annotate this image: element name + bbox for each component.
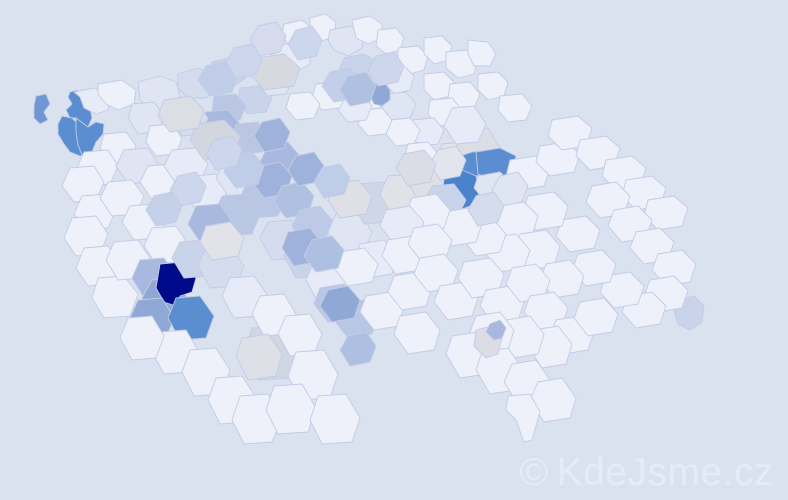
map-region[interactable]: east-blue-2 — [468, 192, 504, 226]
map-region[interactable]: usti-orlici — [498, 94, 532, 122]
map-region[interactable]: jh-e — [310, 394, 360, 444]
map-region[interactable]: mid-gray-2 — [200, 222, 244, 260]
map-region[interactable]: blue-spot-14 — [170, 172, 206, 206]
map-region[interactable]: rakovnik — [286, 92, 320, 120]
map-region[interactable]: mid-gray-3 — [236, 334, 282, 380]
map-region[interactable]: sumava-s — [120, 316, 164, 360]
regions-layer[interactable]: aschebsokolovkarlovy-vary-wkv-skv-nchomu… — [34, 14, 704, 444]
map-region[interactable]: north-gray-3 — [158, 96, 204, 132]
map-region[interactable]: blue-spot-11 — [206, 136, 242, 170]
map-region[interactable]: prerov — [556, 216, 600, 252]
map-region[interactable]: top-blue-5 — [288, 26, 322, 60]
map-region[interactable]: znojmo-s — [394, 312, 440, 354]
map-region[interactable]: highlight-isolate-1 — [486, 320, 506, 340]
map-region[interactable]: sokolov — [76, 118, 104, 155]
map-region[interactable]: blue-spot-13 — [314, 164, 350, 198]
map-region[interactable]: east-blue-1 — [492, 172, 528, 206]
watermark: © KdeJsme.cz — [519, 453, 774, 492]
map-region[interactable]: top-blue-7 — [368, 52, 404, 86]
map-region[interactable]: east-gray-1 — [396, 150, 436, 186]
map-region[interactable]: svitavy — [444, 106, 486, 144]
map-region[interactable]: blue-spot-15 — [146, 192, 182, 226]
map-region[interactable]: blue-spot-7 — [320, 286, 360, 322]
map-region[interactable]: breclav-tip — [506, 394, 540, 442]
map-region[interactable]: hodonin — [574, 298, 618, 336]
map-region[interactable]: prachatice — [168, 296, 214, 340]
map-region[interactable]: nachod-e — [468, 40, 496, 66]
copyright-icon: © — [519, 451, 549, 494]
map-region[interactable]: kv-n — [98, 80, 136, 110]
map-region[interactable]: jh-s — [266, 384, 316, 434]
map-region[interactable]: blue-spot-8 — [340, 332, 376, 366]
map-region[interactable]: karlovy-vary-w — [34, 94, 50, 124]
map-region[interactable]: top-blue-4 — [340, 72, 376, 106]
watermark-label: KdeJsme.cz — [556, 451, 774, 494]
map-region[interactable]: blue-spot-6 — [304, 236, 344, 272]
map-region[interactable]: uh-hradiste — [600, 272, 644, 308]
map-region[interactable]: vsetin-s — [652, 250, 696, 286]
map-region[interactable]: top-blue-6 — [250, 22, 286, 56]
map-region[interactable]: blue-spot-9 — [254, 118, 290, 152]
